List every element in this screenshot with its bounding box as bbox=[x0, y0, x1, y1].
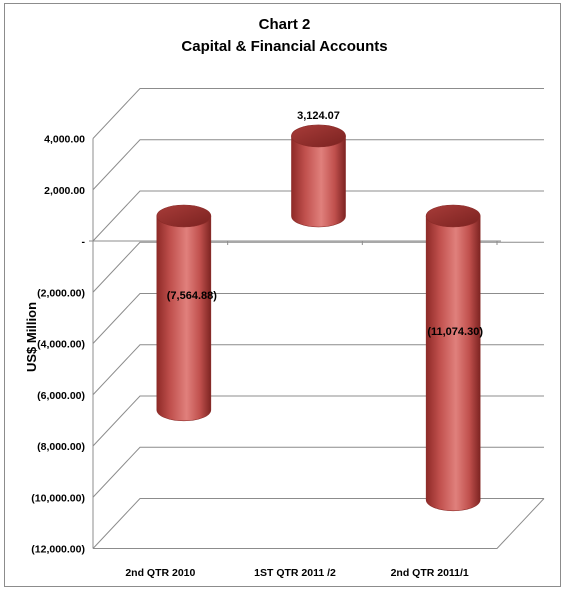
grid-layer bbox=[89, 88, 545, 549]
y-tick-label: (12,000.00) bbox=[31, 544, 85, 556]
gridline bbox=[92, 395, 544, 447]
bar bbox=[425, 204, 481, 512]
x-tick-label: 2nd QTR 2011/1 bbox=[391, 567, 469, 579]
x-tick-label: 2nd QTR 2010 bbox=[125, 567, 195, 579]
gridline bbox=[92, 190, 544, 242]
chart-title-block: Chart 2 Capital & Financial Accounts bbox=[0, 14, 569, 58]
y-tick-label: (8,000.00) bbox=[37, 441, 85, 453]
data-label: 3,124.07 bbox=[297, 110, 340, 122]
y-tick-label: - bbox=[82, 236, 86, 248]
chart-subtitle: Capital & Financial Accounts bbox=[181, 38, 388, 55]
bar bbox=[291, 124, 346, 228]
data-label: (7,564.88) bbox=[167, 290, 217, 302]
gridline bbox=[92, 344, 544, 396]
bar-layer bbox=[156, 124, 481, 512]
bar-body bbox=[291, 135, 346, 228]
y-axis-label: US$ Million bbox=[24, 302, 39, 372]
bar-cap bbox=[425, 204, 481, 228]
label-layer: 4,000.00 2,000.00 - (2,000.00) (4,000.00) (6,… bbox=[31, 110, 483, 579]
floor-edge bbox=[93, 498, 545, 549]
gridline bbox=[92, 241, 544, 293]
data-label: (11,074.30) bbox=[427, 326, 483, 338]
y-tick-label: 2,000.00 bbox=[44, 185, 85, 197]
y-tick-label: (10,000.00) bbox=[31, 492, 85, 504]
bar-cap bbox=[291, 124, 346, 148]
bar bbox=[156, 204, 212, 422]
gridline bbox=[92, 293, 544, 344]
bar-cap bbox=[156, 204, 212, 228]
y-tick-label: (4,000.00) bbox=[37, 339, 85, 351]
chart-title: Chart 2 bbox=[258, 16, 311, 33]
gridline bbox=[92, 139, 544, 191]
y-tick-label: (2,000.00) bbox=[37, 287, 85, 299]
x-tick-label: 1ST QTR 2011 /2 bbox=[254, 567, 336, 579]
y-tick-label: 4,000.00 bbox=[44, 134, 85, 146]
y-tick-label: (6,000.00) bbox=[37, 390, 85, 402]
gridline bbox=[92, 446, 544, 498]
bar-body bbox=[425, 215, 481, 512]
gridline bbox=[92, 88, 544, 139]
gridline bbox=[92, 498, 544, 549]
bar-body bbox=[156, 215, 212, 422]
